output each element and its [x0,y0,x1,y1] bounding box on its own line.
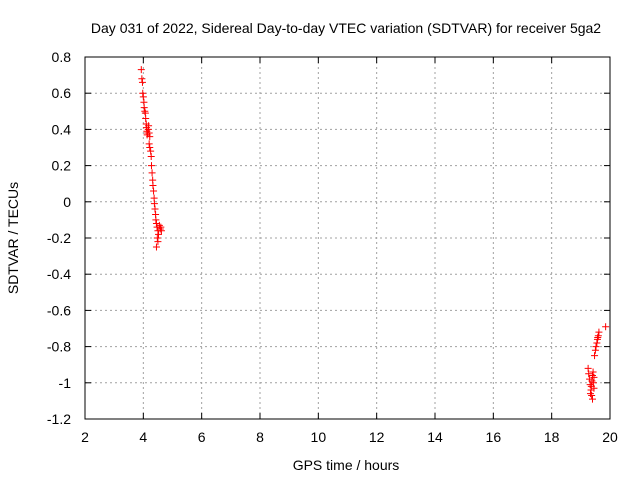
data-point [589,379,597,387]
data-point [151,205,159,213]
y-tick-label: -0.8 [47,339,71,355]
x-tick-label: 18 [544,429,560,445]
data-point [142,115,150,123]
data-point [594,334,602,342]
y-tick-label: 0.2 [52,158,72,174]
data-point [585,370,593,378]
y-tick-labels: 0.8 0.6 0.4 0.2 0 -0.2 -0.4 -0.6 -0.8 -1 -1.2 [47,49,71,427]
x-tick-label: 12 [369,429,385,445]
data-point [146,144,154,151]
data-point [592,343,600,351]
y-tick-label: 0.4 [52,121,72,137]
data-point [154,238,162,246]
data-point [147,147,155,155]
x-tick-label: 20 [602,429,618,445]
data-point [157,223,165,231]
data-point [152,220,160,228]
y-tick-label: 0 [63,194,71,210]
data-point [140,104,148,112]
x-tick-label: 14 [427,429,443,445]
data-point [593,339,601,347]
data-point [586,390,594,398]
data-point [148,162,155,170]
data-point [157,227,165,235]
data-point [591,352,599,360]
x-tick-labels: 2 4 6 8 10 12 14 16 18 20 [81,429,618,445]
data-point [145,129,153,137]
y-tick-label: 0.8 [52,49,72,65]
y-tick-label: -0.6 [47,302,71,318]
data-point [589,368,597,376]
data-point [591,346,599,354]
data-point [137,66,145,74]
x-tick-label: 16 [486,429,502,445]
x-tick-label: 6 [198,429,206,445]
data-point [139,89,147,97]
data-point [589,372,596,380]
data-point [146,133,154,141]
data-point [584,364,592,372]
y-tick-label: -0.2 [47,230,71,246]
data-point [153,234,161,242]
data-point [590,373,598,381]
data-point [586,381,594,389]
x-tick-label: 4 [139,429,147,445]
data-point [602,323,610,331]
y-axis-label: SDTVAR / TECUs [5,182,21,294]
data-point [155,230,162,238]
data-point [150,200,158,208]
data-point [588,377,596,385]
data-point [588,391,596,399]
x-axis-label: GPS time / hours [293,457,400,473]
data-point [589,395,596,403]
y-tick-label: 0.6 [52,85,72,101]
axis-ticks [84,56,611,420]
data-point [138,78,146,86]
data-point [145,140,153,148]
data-point [155,221,163,229]
data-point [138,75,146,83]
x-tick-label: 10 [311,429,327,445]
data-point [156,225,164,233]
y-tick-label: -1 [59,375,72,391]
data-point [141,107,149,115]
data-point [152,216,160,224]
y-tick-label: -1.2 [47,411,71,427]
data-point [595,328,603,336]
data-point [149,182,157,190]
data-point [139,93,147,101]
x-tick-label: 2 [81,429,89,445]
data-points [137,66,610,403]
data-point [594,332,602,340]
data-point [152,243,160,251]
data-point [590,384,598,392]
grid-lines [85,57,610,419]
x-tick-label: 8 [256,429,264,445]
data-point [150,187,158,195]
chart-title: Day 031 of 2022, Sidereal Day-to-day VTE… [91,20,601,36]
data-point [147,153,155,161]
data-point [145,122,153,130]
data-point [148,169,156,177]
y-tick-label: -0.4 [47,266,71,282]
